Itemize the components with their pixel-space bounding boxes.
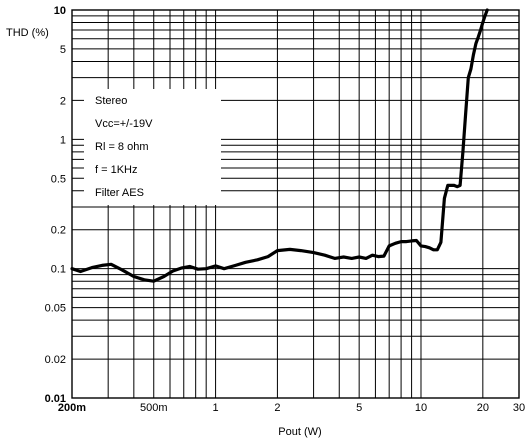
annotation-line: Vcc=+/-19V <box>95 118 153 130</box>
y-tick-label: 0.02 <box>45 354 66 366</box>
x-axis-title: Pout (W) <box>278 426 321 438</box>
y-tick-label: 0.01 <box>45 393 66 405</box>
annotation-box: Stereo Vcc=+/-19V Rl = 8 ohm f = 1KHz Filter… <box>84 89 221 205</box>
x-tick-label: 30 <box>513 402 525 414</box>
y-tick-label: 0.2 <box>51 225 66 237</box>
x-tick-label: 1 <box>213 402 219 414</box>
y-tick-label: 0.05 <box>45 303 66 315</box>
x-tick-label: 20 <box>477 402 489 414</box>
annotation-line: Stereo <box>95 95 127 107</box>
x-tick-label: 200m <box>58 402 86 414</box>
annotation-line: Rl = 8 ohm <box>95 141 149 153</box>
y-axis-title: THD (%) <box>6 27 49 39</box>
annotation-line: f = 1KHz <box>95 164 138 176</box>
x-tick-label: 500m <box>140 402 168 414</box>
y-tick-label: 10 <box>54 5 66 17</box>
y-tick-label: 1 <box>60 134 66 146</box>
plot-frame <box>71 9 520 399</box>
annotation-background <box>84 89 221 205</box>
y-tick-label: 2 <box>60 95 66 107</box>
x-tick-label: 2 <box>274 402 280 414</box>
annotation-line: Filter AES <box>95 187 144 199</box>
thd-series-line <box>70 8 489 283</box>
y-tick-label: 0.5 <box>51 173 66 185</box>
grid <box>71 9 520 399</box>
x-tick-label: 10 <box>415 402 427 414</box>
y-tick-label: 5 <box>60 44 66 56</box>
y-tick-label: 0.1 <box>51 264 66 276</box>
x-tick-label: 5 <box>356 402 362 414</box>
tick-labels: 200m 500m 1 2 5 10 20 30 0.01 0.02 0.05 0.1 0.2 0.5 1 2… <box>45 5 526 414</box>
series-group <box>70 8 489 283</box>
